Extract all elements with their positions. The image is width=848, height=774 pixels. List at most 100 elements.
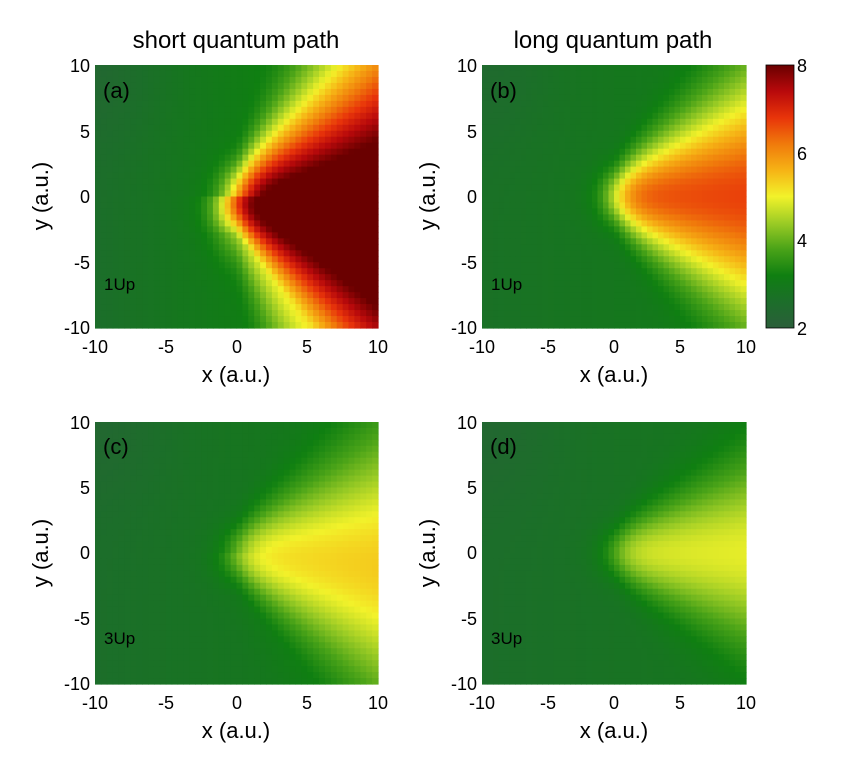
heatmap-cell — [342, 190, 350, 198]
heatmap-cell — [224, 433, 232, 441]
heatmap-cell — [509, 268, 516, 275]
heatmap-cell — [482, 142, 489, 150]
heatmap-cell — [189, 451, 196, 459]
heatmap-cell — [581, 94, 588, 102]
heatmap-cell — [713, 124, 720, 132]
heatmap-cell — [348, 280, 356, 287]
heatmap-cell — [118, 88, 126, 96]
heatmap-cell — [493, 148, 500, 156]
heatmap-cell — [136, 250, 143, 257]
heatmap-cell — [207, 178, 214, 186]
heatmap-cell — [625, 178, 632, 186]
heatmap-cell — [271, 422, 279, 429]
heatmap-cell — [696, 118, 703, 126]
heatmap-cell — [729, 130, 736, 138]
heatmap-cell — [658, 280, 665, 287]
heatmap-cell — [729, 214, 736, 222]
heatmap-cell — [195, 322, 202, 329]
heatmap-cell — [592, 166, 599, 174]
heatmap-cell — [348, 250, 356, 257]
heatmap-cell — [531, 166, 538, 174]
heatmap-cell — [319, 172, 326, 180]
heatmap-cell — [330, 226, 338, 233]
heatmap-cell — [319, 232, 326, 239]
heatmap-cell — [735, 160, 742, 168]
heatmap-cell — [718, 124, 725, 132]
heatmap-cell — [142, 250, 149, 257]
heatmap-cell — [559, 190, 566, 198]
heatmap-cell — [271, 94, 279, 102]
heatmap-cell — [159, 208, 167, 216]
heatmap-cell — [130, 422, 137, 429]
heatmap-cell — [537, 274, 544, 281]
heatmap-cell — [542, 256, 549, 263]
heatmap-cell — [289, 220, 297, 227]
heatmap-cell — [531, 202, 538, 210]
heatmap-cell — [619, 148, 626, 156]
heatmap-cell — [366, 178, 373, 186]
heatmap-cell — [658, 322, 665, 329]
heatmap-cell — [159, 499, 167, 506]
heatmap-cell — [520, 214, 527, 222]
heatmap-cell — [713, 148, 720, 156]
heatmap-cell — [142, 439, 149, 447]
heatmap-cell — [553, 166, 560, 174]
heatmap-cell — [224, 226, 232, 233]
heatmap-cell — [100, 112, 108, 120]
heatmap-cell — [201, 292, 208, 299]
heatmap-cell — [313, 166, 320, 174]
heatmap-cell — [95, 148, 102, 156]
heatmap-cell — [735, 76, 742, 84]
heatmap-cell — [236, 208, 243, 216]
heatmap-cell — [177, 106, 185, 114]
heatmap-cell — [641, 202, 648, 210]
heatmap-cell — [301, 112, 308, 120]
heatmap-cell — [159, 322, 167, 329]
heatmap-cell — [603, 178, 610, 186]
heatmap-cell — [658, 154, 665, 162]
heatmap-cell — [685, 268, 692, 275]
heatmap-cell — [586, 304, 593, 311]
heatmap-cell — [277, 422, 285, 429]
heatmap-cell — [531, 112, 538, 120]
heatmap-cell — [680, 130, 687, 138]
heatmap-cell — [195, 178, 202, 186]
heatmap-cell — [553, 148, 560, 156]
heatmap-cell — [283, 244, 291, 251]
heatmap-cell — [548, 298, 555, 305]
heatmap-cell — [548, 220, 555, 227]
heatmap-cell — [159, 166, 167, 174]
heatmap-cell — [242, 322, 249, 329]
heatmap-cell — [564, 238, 571, 245]
heatmap-cell — [254, 172, 261, 180]
heatmap-cell — [265, 130, 273, 138]
heatmap-cell — [581, 244, 588, 251]
heatmap-cell — [685, 274, 692, 281]
heatmap-cell — [118, 469, 126, 477]
heatmap-cell — [372, 94, 379, 102]
heatmap-cell — [685, 65, 692, 72]
heatmap-cell — [691, 292, 698, 299]
heatmap-cell — [553, 112, 560, 120]
heatmap-cell — [482, 196, 489, 204]
heatmap-cell — [487, 220, 494, 227]
heatmap-cell — [366, 244, 373, 251]
heatmap-cell — [372, 481, 379, 489]
heatmap-cell — [95, 154, 102, 162]
heatmap-cell — [159, 172, 167, 180]
heatmap-cell — [265, 154, 273, 162]
heatmap-cell — [148, 214, 155, 222]
heatmap-cell — [504, 298, 511, 305]
heatmap-cell — [171, 268, 179, 275]
heatmap-cell — [207, 268, 214, 275]
heatmap-cell — [520, 286, 527, 293]
heatmap-cell — [526, 148, 533, 156]
heatmap-cell — [106, 70, 114, 78]
heatmap-cell — [324, 505, 332, 512]
heatmap-cell — [313, 487, 320, 495]
heatmap-cell — [242, 262, 249, 269]
heatmap-cell — [487, 268, 494, 275]
heatmap-cell — [171, 130, 179, 138]
heatmap-cell — [195, 422, 202, 429]
heatmap-cell — [271, 439, 279, 447]
